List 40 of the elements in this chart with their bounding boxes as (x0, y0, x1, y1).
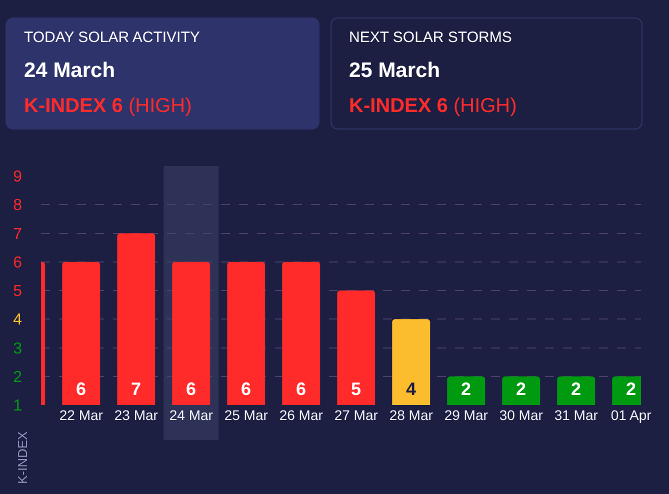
data-label: 5 (351, 379, 362, 399)
y-axis-title: K-INDEX (15, 430, 30, 484)
y-tick-label: 7 (13, 226, 22, 243)
data-label: 6 (76, 379, 86, 399)
x-tick-label: 25 Mar (224, 407, 268, 423)
data-label: 2 (626, 379, 636, 399)
y-tick-label: 8 (13, 197, 22, 214)
data-label: 2 (516, 379, 526, 399)
x-tick-label: 31 Mar (554, 407, 598, 423)
y-tick-label: 9 (13, 168, 22, 186)
text: 25 March (349, 59, 440, 82)
x-tick-label: 22 Mar (59, 407, 104, 423)
x-tick-label: 27 Mar (334, 407, 378, 423)
text: (HIGH) (128, 95, 192, 117)
x-tick-label: 01 Apr (610, 407, 652, 423)
y-tick-label: 5 (13, 283, 22, 300)
data-label: 2 (461, 379, 472, 399)
y-tick-label: 6 (13, 254, 22, 272)
text: 24 March (24, 59, 116, 82)
x-tick-label: 29 Mar (444, 407, 488, 423)
data-label: 6 (241, 379, 252, 399)
data-label: 6 (296, 379, 306, 399)
x-tick-label: 26 Mar (279, 407, 324, 423)
x-tick-label: 28 Mar (389, 407, 434, 423)
y-tick-label: 3 (13, 340, 22, 358)
text: K-INDEX 6 (349, 95, 448, 117)
y-tick-label: 1 (13, 398, 22, 415)
data-label: 6 (186, 379, 196, 399)
y-tick-label: 2 (13, 368, 22, 386)
x-tick-label: 30 Mar (499, 407, 544, 423)
text: NEXT SOLAR STORMS (349, 29, 512, 46)
data-label: 4 (406, 379, 416, 399)
data-label: 2 (571, 379, 582, 399)
text: TODAY SOLAR ACTIVITY (24, 29, 200, 46)
data-label: 7 (131, 379, 142, 399)
text: (HIGH) (453, 95, 517, 117)
y-tick-label: 4 (13, 312, 22, 329)
x-tick-label: 24 Mar (169, 407, 214, 423)
x-tick-label: 23 Mar (114, 407, 158, 423)
text: K-INDEX 6 (24, 95, 123, 117)
